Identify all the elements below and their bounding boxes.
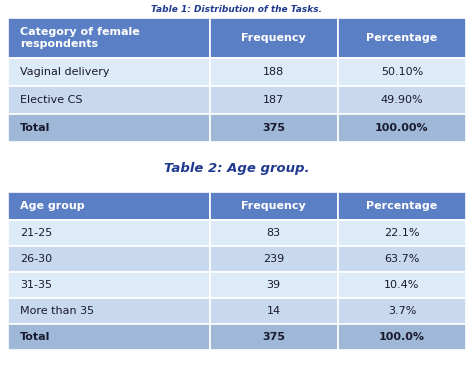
Text: Table 1: Distribution of the Tasks.: Table 1: Distribution of the Tasks. — [152, 5, 322, 14]
Bar — [338, 272, 466, 298]
Text: 3.7%: 3.7% — [388, 306, 416, 316]
Bar — [8, 220, 210, 246]
Text: Vaginal delivery: Vaginal delivery — [20, 67, 109, 77]
Text: 26-30: 26-30 — [20, 254, 52, 264]
Bar — [210, 298, 338, 324]
Text: 375: 375 — [262, 332, 285, 342]
Bar — [8, 192, 210, 220]
Text: More than 35: More than 35 — [20, 306, 94, 316]
Text: 22.1%: 22.1% — [384, 228, 419, 238]
Text: 50.10%: 50.10% — [381, 67, 423, 77]
Bar — [8, 246, 210, 272]
Text: Age group: Age group — [20, 201, 85, 211]
Bar — [8, 324, 210, 350]
Bar — [210, 246, 338, 272]
Text: 187: 187 — [263, 95, 284, 105]
Bar — [210, 272, 338, 298]
Text: 49.90%: 49.90% — [381, 95, 423, 105]
Text: Percentage: Percentage — [366, 201, 438, 211]
Text: Percentage: Percentage — [366, 33, 438, 43]
Bar — [210, 86, 338, 114]
Bar — [338, 220, 466, 246]
Text: 100.0%: 100.0% — [379, 332, 425, 342]
Bar — [210, 220, 338, 246]
Text: Category of female
respondents: Category of female respondents — [20, 27, 140, 49]
Text: 375: 375 — [262, 123, 285, 133]
Text: Frequency: Frequency — [241, 33, 306, 43]
Bar — [338, 58, 466, 86]
Text: 31-35: 31-35 — [20, 280, 52, 290]
Bar — [338, 298, 466, 324]
Text: Elective CS: Elective CS — [20, 95, 82, 105]
Bar — [8, 18, 210, 58]
Bar — [8, 114, 210, 142]
Bar — [210, 58, 338, 86]
Text: Table 2: Age group.: Table 2: Age group. — [164, 162, 310, 175]
Text: Frequency: Frequency — [241, 201, 306, 211]
Text: 239: 239 — [263, 254, 284, 264]
Bar — [338, 324, 466, 350]
Bar — [8, 298, 210, 324]
Text: Total: Total — [20, 332, 50, 342]
Bar — [338, 114, 466, 142]
Text: 100.00%: 100.00% — [375, 123, 428, 133]
Text: 21-25: 21-25 — [20, 228, 52, 238]
Bar — [338, 192, 466, 220]
Bar — [338, 86, 466, 114]
Bar — [8, 86, 210, 114]
Bar — [8, 272, 210, 298]
Bar — [210, 114, 338, 142]
Bar — [338, 246, 466, 272]
Bar — [210, 18, 338, 58]
Text: Total: Total — [20, 123, 50, 133]
Bar — [210, 192, 338, 220]
Bar — [8, 58, 210, 86]
Text: 10.4%: 10.4% — [384, 280, 419, 290]
Text: 83: 83 — [266, 228, 281, 238]
Bar — [338, 18, 466, 58]
Bar — [210, 324, 338, 350]
Text: 14: 14 — [266, 306, 281, 316]
Text: 63.7%: 63.7% — [384, 254, 419, 264]
Text: 188: 188 — [263, 67, 284, 77]
Text: 39: 39 — [266, 280, 281, 290]
